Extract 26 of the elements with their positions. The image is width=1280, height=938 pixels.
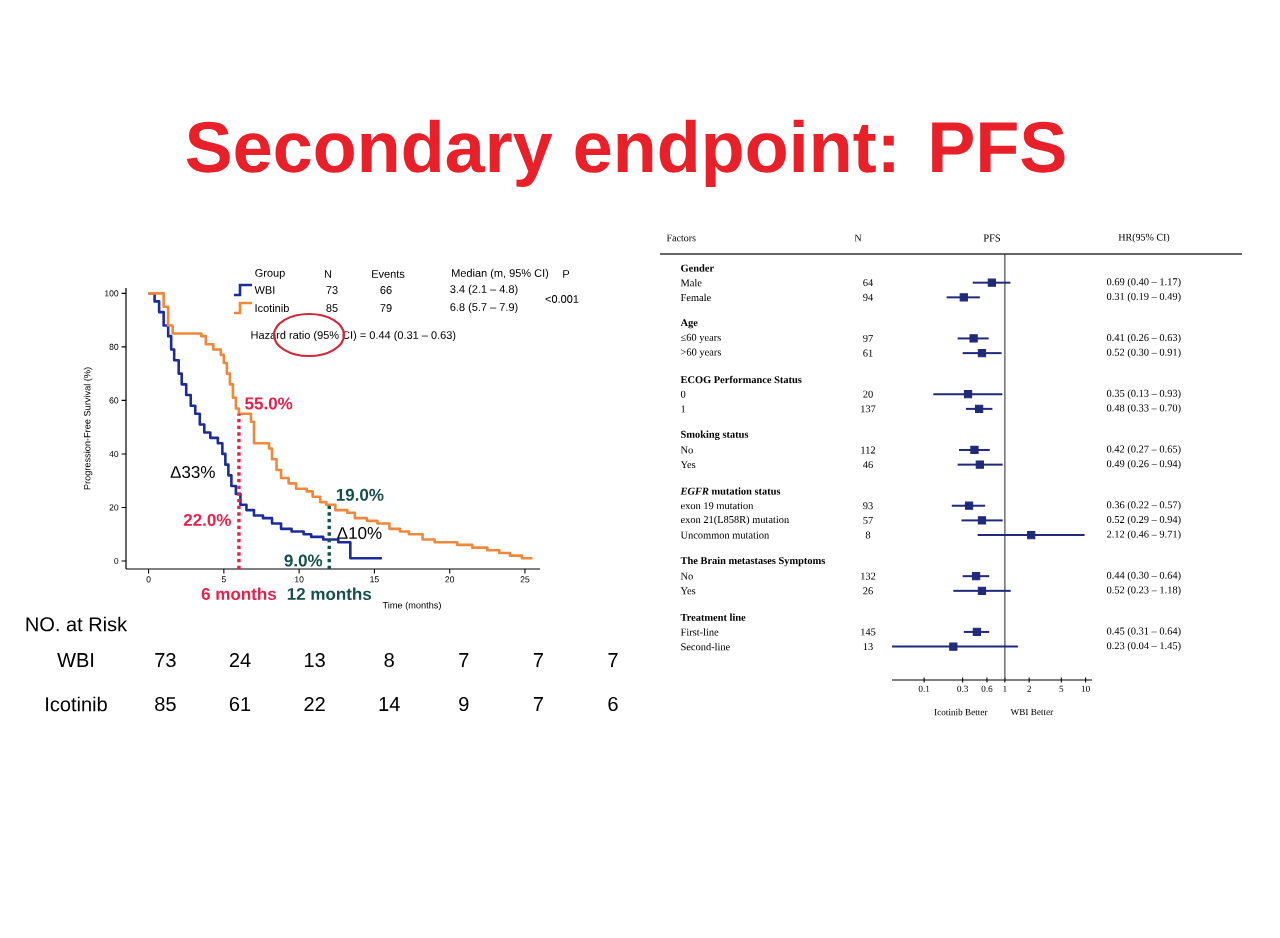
text: 6 bbox=[608, 696, 618, 712]
text: 9 bbox=[459, 696, 469, 712]
annotation: Δ33% bbox=[170, 465, 215, 479]
text: Icotinib bbox=[46, 696, 107, 712]
text: 24 bbox=[229, 653, 251, 667]
annotation: 9.0% bbox=[284, 554, 323, 567]
text: 13 bbox=[304, 652, 325, 668]
text: 22 bbox=[304, 697, 325, 711]
text: 7 bbox=[608, 653, 618, 667]
text: 85 bbox=[155, 696, 176, 712]
text: 8 bbox=[384, 652, 394, 668]
text: WBI bbox=[57, 653, 94, 667]
annotation: 55.0% bbox=[245, 397, 293, 410]
chart-title: Secondary endpoint: PFS bbox=[186, 119, 1065, 187]
text: 7 bbox=[459, 653, 469, 667]
annotation: Δ10% bbox=[337, 526, 382, 540]
text: 73 bbox=[155, 652, 176, 668]
ref-line-label: 12 months bbox=[287, 587, 372, 601]
text: NO. at Risk bbox=[26, 616, 128, 632]
text: 14 bbox=[379, 697, 400, 711]
text: 61 bbox=[229, 696, 251, 712]
text: 7 bbox=[533, 653, 543, 667]
ref-line-label: 6 months bbox=[201, 587, 277, 601]
annotation: 19.0% bbox=[336, 488, 384, 501]
annotation: 22.0% bbox=[183, 513, 232, 527]
text: 7 bbox=[533, 697, 543, 711]
